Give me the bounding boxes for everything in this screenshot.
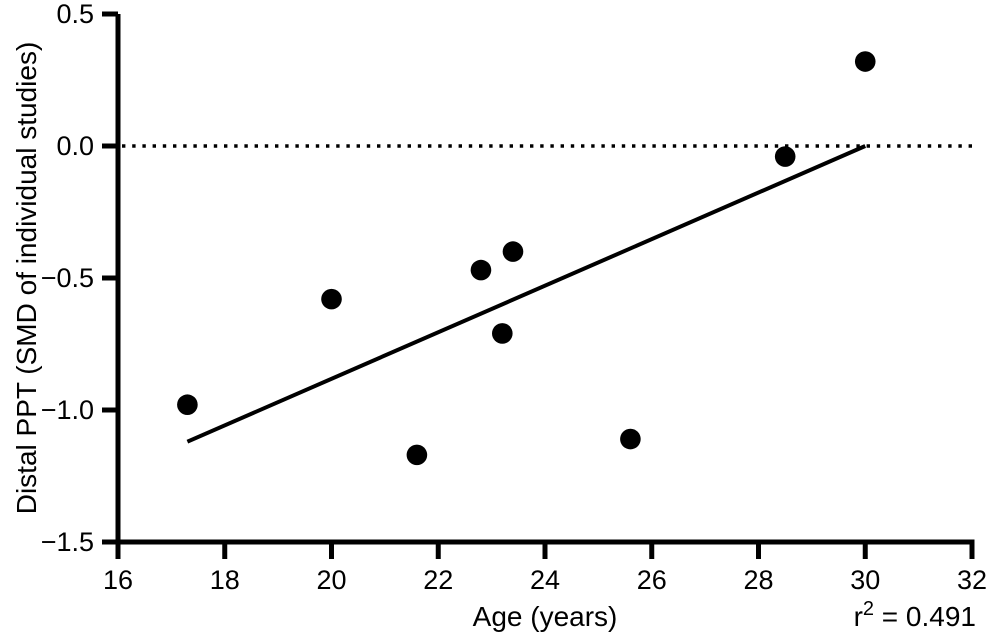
x-tick-labels: 16 18 20 22 24 26 28 30 32 [103,565,986,595]
data-point [177,394,198,416]
x-tick-label: 18 [210,565,240,595]
regression-fit-line [186,144,867,444]
x-tick-label: 24 [530,565,560,595]
y-tick-label: −1.5 [41,527,94,557]
x-tick-label: 22 [423,565,453,595]
x-tick-label: 26 [637,565,667,595]
regression-line [186,144,867,444]
r-squared-annotation: r2 = 0.491 [854,598,976,632]
data-points [177,51,876,466]
x-axis-label: Age (years) [473,601,618,632]
y-tick-label: −0.5 [41,263,94,293]
data-point [470,259,492,281]
y-tick-label: 0.5 [56,0,94,29]
y-tick-label: 0.0 [56,131,94,161]
x-tick-label: 20 [316,565,346,595]
x-tick-label: 30 [850,565,880,595]
x-axis-ticks [115,542,975,559]
axes [102,14,975,545]
data-point [321,288,342,310]
x-tick-label: 16 [103,565,133,595]
data-point [406,444,428,466]
x-tick-label: 28 [743,565,773,595]
data-point [774,146,796,167]
y-axis-label: Distal PPT (SMD of individual studies) [11,42,42,515]
data-point [854,51,876,72]
data-point [502,241,524,262]
data-point [620,428,641,450]
y-tick-label: −1.0 [41,395,94,425]
data-point [492,323,513,344]
y-tick-labels: 0.5 0.0 −0.5 −1.0 −1.5 [41,0,94,557]
y-axis-ticks [102,11,118,545]
x-tick-label: 32 [957,565,986,595]
